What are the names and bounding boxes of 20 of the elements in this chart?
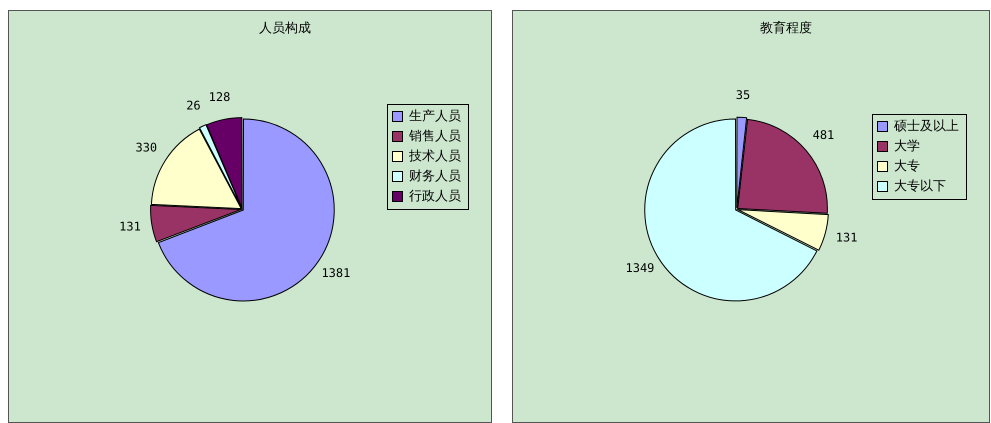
legend-label: 大学: [894, 138, 920, 154]
data-label: 330: [135, 140, 158, 154]
data-label: 131: [836, 230, 858, 245]
legend-label: 生产人员: [409, 108, 461, 124]
data-label: 481: [812, 128, 834, 142]
data-label: 1349: [626, 261, 654, 276]
data-label: 128: [208, 90, 230, 104]
legend-label: 大专: [894, 158, 920, 174]
legend-label: 硕士及以上: [893, 118, 959, 134]
legend-label: 销售人员: [408, 128, 461, 144]
legend-label: 财务人员: [409, 168, 461, 184]
data-label: 1381: [321, 266, 350, 280]
chart-title: 人员构成: [259, 21, 311, 36]
legend-label: 技术人员: [408, 148, 461, 164]
chart-title: 教育程度: [760, 20, 812, 36]
legend-label: 行政人员: [409, 188, 461, 204]
legend-label: 大专以下: [894, 178, 946, 194]
data-label: 131: [119, 219, 141, 234]
data-label: 26: [186, 98, 201, 113]
data-label: 35: [736, 88, 750, 102]
